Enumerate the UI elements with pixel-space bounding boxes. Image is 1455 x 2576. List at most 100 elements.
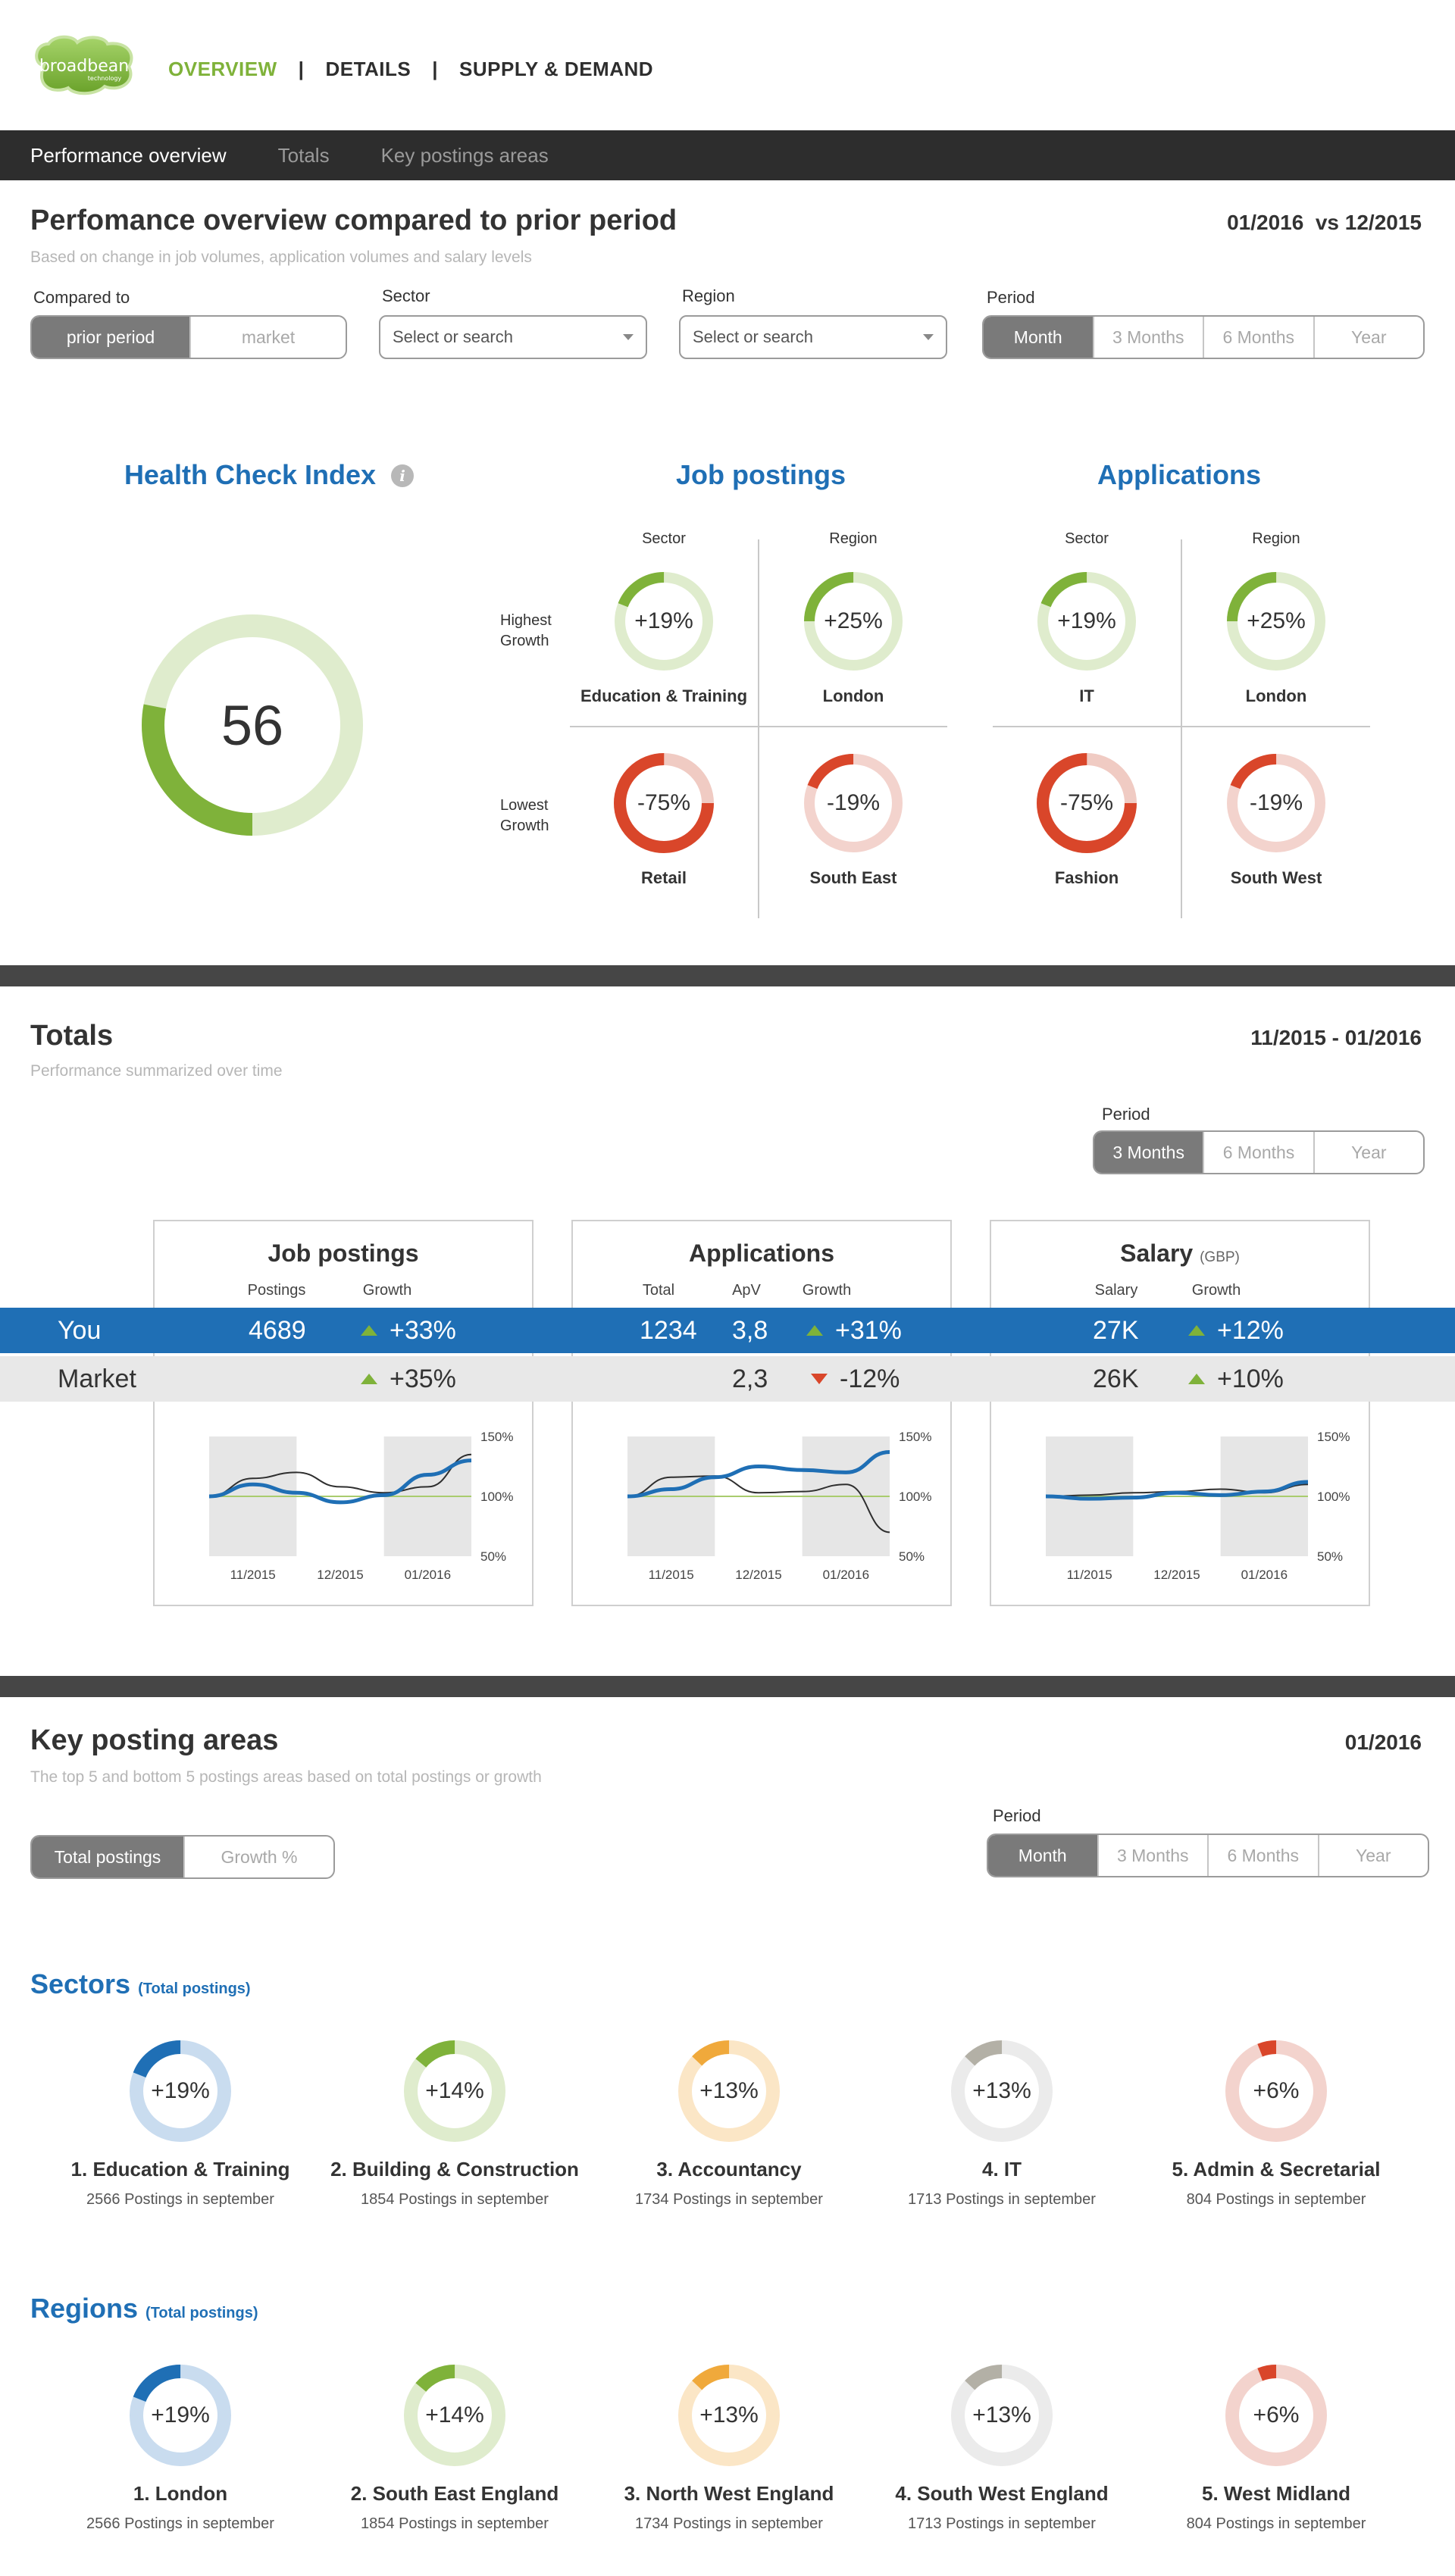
job-postings-low-region-donut: -19% (799, 749, 908, 858)
regions-item-donut-value: +13% (699, 2402, 759, 2428)
market-apps-growth: -12% (811, 1356, 900, 1402)
you-label: You (58, 1315, 102, 1345)
period-6-months-option[interactable]: 6 Months (1203, 1132, 1313, 1173)
applications-low-region-donut: -19% (1222, 749, 1331, 858)
y-tick-label: 100% (480, 1490, 513, 1504)
growth-percent-option[interactable]: Growth % (183, 1837, 333, 1877)
y-tick-label: 50% (899, 1549, 925, 1564)
section-divider (0, 965, 1455, 986)
sectors-item-donut-ring (130, 2040, 231, 2142)
x-tick-label: 12/2015 (317, 1568, 363, 1582)
job-postings-high-region-label: London (822, 686, 884, 705)
applications-high-sector-donut-ring (1037, 572, 1136, 671)
apps-col-growth: Growth (802, 1282, 852, 1299)
y-tick-label: 150% (1317, 1430, 1350, 1444)
applications-low-sector-donut-ring (1037, 753, 1137, 853)
applications-low-region-donut-value: -19% (1249, 790, 1303, 815)
regions-item-postings: 804 Postings in september (1186, 2515, 1366, 2532)
job-postings-low-region-label: South East (809, 868, 897, 887)
sectors-item-donut-arc (404, 2040, 505, 2142)
job-postings-high-sector-donut-arc (615, 572, 713, 671)
nav-overview[interactable]: OVERVIEW (168, 58, 277, 80)
period-3-months-option[interactable]: 3 Months (1097, 1835, 1208, 1876)
tab-performance-overview[interactable]: Performance overview (30, 143, 227, 167)
regions-item-donut: +13% (671, 2358, 787, 2473)
sectors-item-name: 5. Admin & Secretarial (1172, 2158, 1381, 2181)
salary-card-title: Salary (GBP) (990, 1240, 1370, 1268)
top-navigation: OVERVIEW | DETAILS | SUPPLY & DEMAND (168, 58, 653, 81)
regions-item-name: 4. South West England (895, 2482, 1109, 2505)
sectors-item-postings: 1734 Postings in september (635, 2191, 823, 2208)
period-month-option[interactable]: Month (988, 1835, 1097, 1876)
x-tick-label: 01/2016 (1241, 1568, 1288, 1582)
job-col-sector: Sector (642, 530, 686, 547)
period-3-months-option[interactable]: 3 Months (1092, 317, 1203, 358)
period-month-option[interactable]: Month (984, 317, 1093, 358)
sectors-item-donut-value: +13% (972, 2078, 1031, 2103)
period-year-option[interactable]: Year (1317, 1835, 1428, 1876)
compared-prior-period-option[interactable]: prior period (32, 317, 189, 358)
sectors-item-donut-ring (951, 2040, 1053, 2142)
y-tick-label: 50% (480, 1549, 506, 1564)
y-tick-label: 100% (1317, 1490, 1350, 1504)
job-postings-high-region-donut-ring (804, 572, 903, 671)
you-apps-growth: +31% (806, 1308, 902, 1353)
growth-label: Growth (500, 818, 549, 834)
market-apps-growth-value: -12% (840, 1364, 900, 1393)
regions-item-donut-arc (1225, 2365, 1327, 2466)
key-areas-subtitle: The top 5 and bottom 5 postings areas ba… (30, 1768, 542, 1786)
sectors-item-postings: 1713 Postings in september (908, 2191, 1096, 2208)
info-icon[interactable]: i (391, 464, 414, 487)
job-postings-low-sector-donut-ring (614, 753, 714, 853)
y-tick-label: 100% (899, 1490, 931, 1504)
applications-high-sector-label: IT (1079, 686, 1094, 705)
sectors-item-postings: 1854 Postings in september (361, 2191, 549, 2208)
compared-market-option[interactable]: market (189, 317, 346, 358)
section-tabs: Performance overview Totals Key postings… (0, 130, 1455, 180)
totals-date: 11/2015 - 01/2016 (1250, 1026, 1422, 1049)
job-postings-low-sector-donut: -75% (608, 747, 720, 859)
you-apps-growth-value: +31% (835, 1315, 902, 1345)
highest-label: Highest (500, 612, 552, 629)
job-postings-high-sector-donut-ring (615, 572, 713, 671)
arrow-up-icon (361, 1374, 377, 1384)
regions-heading-text: Regions (30, 2293, 139, 2324)
job-postings-low-sector-donut-value: -75% (637, 790, 691, 815)
period-3-months-option[interactable]: 3 Months (1094, 1132, 1203, 1173)
applications-high-region-donut: +25% (1222, 567, 1331, 676)
sector-select[interactable]: Select or search (379, 315, 647, 359)
nav-supply-demand[interactable]: SUPPLY & DEMAND (459, 58, 654, 80)
health-arc (142, 614, 363, 836)
salary-title-text: Salary (1120, 1240, 1194, 1267)
tab-totals[interactable]: Totals (277, 143, 330, 167)
applications-high-region-donut-ring (1227, 572, 1325, 671)
chevron-down-icon (923, 334, 934, 340)
sectors-item-donut-value: +14% (425, 2078, 484, 2103)
key-areas-title: Key posting areas (30, 1724, 279, 1756)
market-row: Market +35% 2,3 -12% 26K +10% (0, 1356, 1455, 1402)
regions-item-donut-ring (404, 2365, 505, 2466)
tab-key-postings-areas[interactable]: Key postings areas (380, 143, 549, 167)
job-postings-trend-chart: 150% 100% 50% 11/2015 12/2015 01/2016 (208, 1430, 513, 1582)
applications-high-region-label: London (1245, 686, 1307, 705)
regions-item-donut-ring (951, 2365, 1053, 2466)
regions-item-postings: 1854 Postings in september (361, 2515, 549, 2532)
broadbean-logo[interactable]: broadbean technology (29, 32, 141, 98)
x-tick-label: 12/2015 (735, 1568, 781, 1582)
region-select[interactable]: Select or search (679, 315, 947, 359)
logo-subtext: technology (88, 75, 122, 82)
period-year-option[interactable]: Year (1313, 317, 1424, 358)
total-postings-option[interactable]: Total postings (32, 1837, 183, 1877)
period-6-months-option[interactable]: 6 Months (1207, 1835, 1318, 1876)
sectors-item-donut: +13% (944, 2034, 1059, 2149)
arrow-down-icon (811, 1374, 828, 1384)
sectors-heading-text: Sectors (30, 1968, 131, 1999)
health-check-gauge: 56 (141, 614, 364, 836)
period-6-months-option[interactable]: 6 Months (1203, 317, 1313, 358)
period-year-option[interactable]: Year (1313, 1132, 1423, 1173)
sectors-item-postings: 804 Postings in september (1186, 2191, 1366, 2208)
nav-separator: | (298, 58, 305, 80)
arrow-up-icon (1188, 1374, 1205, 1384)
region-label: Region (682, 286, 735, 305)
nav-details[interactable]: DETAILS (325, 58, 411, 80)
